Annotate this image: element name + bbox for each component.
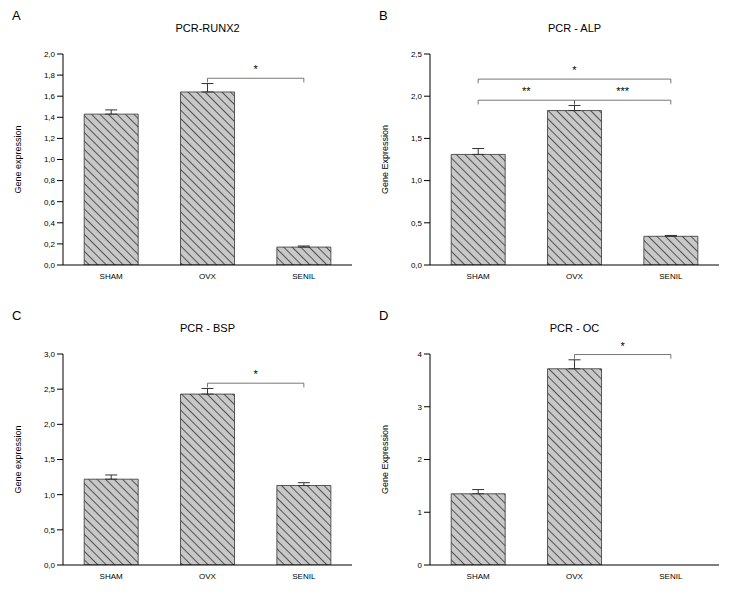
svg-text:1,0: 1,0 <box>411 176 423 185</box>
svg-text:1,2: 1,2 <box>44 134 56 143</box>
svg-text:4: 4 <box>418 350 423 359</box>
svg-text:***: *** <box>616 85 630 97</box>
html-text:PCR-RUNX2: PCR-RUNX2 <box>175 22 240 34</box>
html-text:B: B <box>379 8 388 23</box>
svg-text:OVX: OVX <box>199 272 217 281</box>
svg-text:0,0: 0,0 <box>44 561 56 570</box>
html-text:D: D <box>379 308 389 323</box>
svg-text:*: * <box>254 368 259 380</box>
svg-text:1,5: 1,5 <box>44 455 56 464</box>
svg-text:1,8: 1,8 <box>44 71 56 80</box>
svg-text:SHAM: SHAM <box>100 272 123 281</box>
svg-text:1,0: 1,0 <box>44 491 56 500</box>
svg-text:1,5: 1,5 <box>411 134 423 143</box>
svg-text:SHAM: SHAM <box>100 572 123 581</box>
svg-text:*: * <box>621 340 626 352</box>
svg-text:SHAM: SHAM <box>467 572 490 581</box>
svg-text:*: * <box>254 63 259 75</box>
svg-text:2,0: 2,0 <box>44 420 56 429</box>
svg-text:1,6: 1,6 <box>44 92 56 101</box>
svg-text:1,0: 1,0 <box>44 155 56 164</box>
svg-text:0,8: 0,8 <box>44 176 56 185</box>
svg-text:2,0: 2,0 <box>44 50 56 59</box>
html-text:PCR - OC: PCR - OC <box>549 322 600 334</box>
svg-text:1: 1 <box>418 508 423 517</box>
html-text:A: A <box>12 8 21 23</box>
svg-text:0,5: 0,5 <box>411 219 423 228</box>
svg-text:Gene expression: Gene expression <box>13 425 23 493</box>
svg-text:Gene Expression: Gene Expression <box>380 125 390 194</box>
svg-text:2: 2 <box>418 455 423 464</box>
svg-text:Gene Expression: Gene Expression <box>380 425 390 494</box>
svg-text:0,5: 0,5 <box>44 526 56 535</box>
svg-text:2,0: 2,0 <box>411 92 423 101</box>
svg-text:0,4: 0,4 <box>44 219 56 228</box>
html-text:PCR - BSP: PCR - BSP <box>180 322 235 334</box>
svg-text:0,2: 0,2 <box>44 240 56 249</box>
svg-text:1,4: 1,4 <box>44 113 56 122</box>
svg-text:0: 0 <box>418 561 423 570</box>
svg-text:SHAM: SHAM <box>467 272 490 281</box>
svg-text:3: 3 <box>418 403 423 412</box>
svg-text:0,0: 0,0 <box>411 261 423 270</box>
html-text:C: C <box>12 308 22 323</box>
svg-text:SENIL: SENIL <box>659 572 683 581</box>
svg-text:OVX: OVX <box>199 572 217 581</box>
svg-text:**: ** <box>522 85 531 97</box>
svg-text:2,5: 2,5 <box>44 385 56 394</box>
svg-text:SENIL: SENIL <box>292 272 316 281</box>
svg-text:2,5: 2,5 <box>411 50 423 59</box>
svg-text:SENIL: SENIL <box>292 572 316 581</box>
svg-text:SENIL: SENIL <box>659 272 683 281</box>
svg-text:0,6: 0,6 <box>44 198 56 207</box>
svg-text:OVX: OVX <box>566 272 584 281</box>
svg-text:0,0: 0,0 <box>44 261 56 270</box>
svg-text:3,0: 3,0 <box>44 350 56 359</box>
svg-text:Gene expression: Gene expression <box>13 125 23 193</box>
html-text:PCR - ALP: PCR - ALP <box>547 22 602 34</box>
svg-text:OVX: OVX <box>566 572 584 581</box>
svg-text:*: * <box>572 64 577 76</box>
